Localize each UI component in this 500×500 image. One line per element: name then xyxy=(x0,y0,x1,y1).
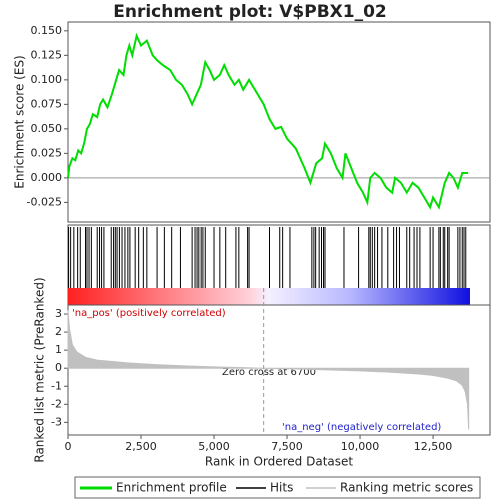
y-tick-label: 3 xyxy=(55,307,62,320)
legend: Enrichment profile Hits Ranking metric s… xyxy=(74,476,481,499)
legend-label: Ranking metric scores xyxy=(340,481,473,495)
x-tick-label: 2,500 xyxy=(125,440,157,453)
rank-color-band xyxy=(68,288,470,305)
annotation: 'na_pos' (positively correlated) xyxy=(72,308,226,319)
legend-box xyxy=(74,476,481,499)
enrichment-line xyxy=(67,32,469,210)
annotation: Zero cross at 6700 xyxy=(222,367,316,378)
x-tick-label: 5,000 xyxy=(198,440,230,453)
x-axis-label: Rank in Ordered Dataset xyxy=(205,455,353,469)
x-tick-label: 10,000 xyxy=(341,440,380,453)
y-tick-label: -1 xyxy=(51,379,62,392)
y-axis-label: Enrichment score (ES) xyxy=(13,55,27,188)
legend-label: Enrichment profile xyxy=(116,481,227,495)
chart-title: Enrichment plot: V$PBX1_02 xyxy=(113,2,387,22)
y-tick-label: 0.050 xyxy=(31,122,63,135)
y-tick-label: 0.025 xyxy=(31,146,63,159)
y-tick-label: 0.125 xyxy=(31,48,63,61)
y-axis-label: Ranked list metric (PreRanked) xyxy=(33,277,47,462)
y-tick-label: 0.000 xyxy=(31,171,63,184)
y-tick-label: -2 xyxy=(51,397,62,410)
y-tick-label: 0.075 xyxy=(31,97,63,110)
y-tick-label: -3 xyxy=(51,415,62,428)
annotation: 'na_neg' (negatively correlated) xyxy=(282,422,441,433)
es-frame xyxy=(67,21,491,223)
y-tick-label: 0.100 xyxy=(31,73,63,86)
y-tick-label: 1 xyxy=(55,343,62,356)
y-tick-label: -0.025 xyxy=(27,195,62,208)
x-tick-label: 7,500 xyxy=(271,440,303,453)
metric-area xyxy=(67,310,470,430)
y-tick-label: 0 xyxy=(55,361,62,374)
metric-frame xyxy=(67,304,491,436)
y-tick-label: 2 xyxy=(55,325,62,338)
legend-label: Hits xyxy=(270,481,293,495)
x-tick-label: 0 xyxy=(65,440,72,453)
y-tick-label: 0.150 xyxy=(31,24,63,37)
x-tick-label: 12,500 xyxy=(414,440,453,453)
